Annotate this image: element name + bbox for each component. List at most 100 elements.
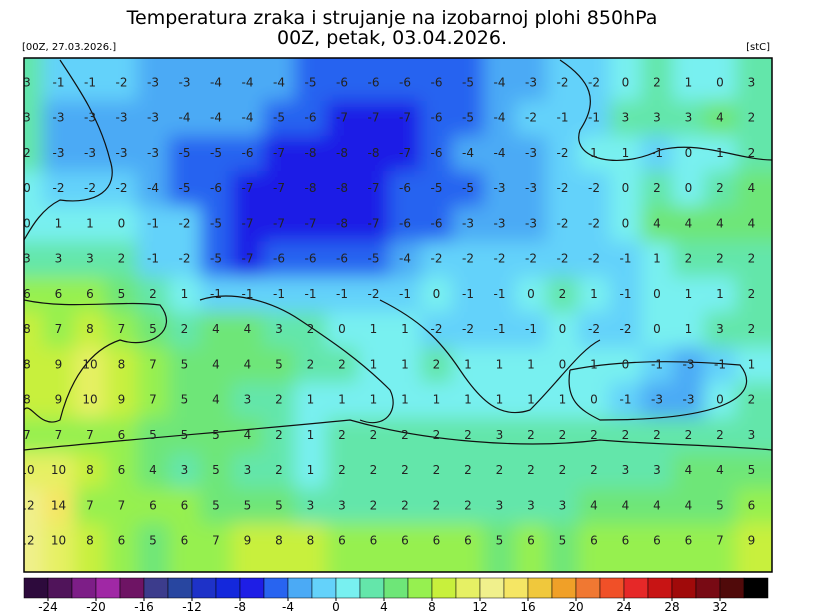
field-cell [263, 347, 296, 384]
field-cell [137, 135, 170, 173]
field-value: -2 [557, 252, 569, 266]
field-value: 1 [181, 287, 189, 301]
colorbar-tick-label: -20 [86, 600, 106, 614]
field-cell [137, 241, 170, 278]
field-cell [42, 488, 76, 525]
field-cell [263, 488, 296, 525]
field-cell [231, 312, 265, 349]
field-cell [546, 206, 580, 243]
field-cell [231, 206, 265, 243]
field-cell [483, 171, 517, 208]
field-cell [735, 523, 772, 572]
field-cell [168, 347, 202, 384]
field-cell [24, 241, 44, 278]
colorbar-swatch [23, 577, 49, 599]
field-cell [515, 58, 548, 102]
field-value: 3 [622, 111, 630, 125]
field-value: 2 [748, 287, 756, 301]
field-cell [672, 135, 706, 173]
field-value: 10 [51, 463, 66, 477]
field-cell [137, 206, 170, 243]
field-value: 2 [275, 428, 283, 442]
field-value: 1 [464, 393, 472, 407]
field-cell [357, 488, 391, 525]
field-value: 6 [685, 534, 693, 548]
field-cell [483, 100, 517, 137]
field-cell [42, 100, 76, 137]
colorbar-swatch [239, 577, 265, 599]
field-cell [231, 276, 265, 313]
field-cell [263, 58, 296, 102]
field-value: 2 [653, 428, 661, 442]
field-value: -4 [210, 111, 222, 125]
field-value: 0 [23, 216, 31, 230]
field-cell [452, 171, 485, 208]
field-cell [420, 276, 454, 313]
field-value: 0 [590, 393, 598, 407]
field-cell [641, 347, 674, 384]
field-value: 7 [716, 534, 724, 548]
field-cell [389, 417, 422, 454]
colorbar-swatch [407, 577, 433, 599]
field-cell [74, 206, 107, 243]
field-value: 5 [559, 534, 567, 548]
field-cell [24, 523, 44, 572]
field-cell [42, 452, 76, 490]
field-value: 2 [748, 146, 756, 160]
colorbar-tick-label: 32 [712, 600, 727, 614]
field-value: -2 [53, 181, 65, 195]
field-value: -4 [399, 252, 411, 266]
field-value: 4 [590, 498, 598, 512]
field-value: -3 [53, 146, 65, 160]
field-cell [483, 452, 517, 490]
field-value: 3 [275, 322, 283, 336]
field-value: -5 [462, 181, 474, 195]
field-value: 2 [716, 252, 724, 266]
field-value: 8 [86, 534, 94, 548]
field-value: 0 [527, 287, 535, 301]
field-value: -2 [462, 252, 474, 266]
field-cell [137, 488, 170, 525]
field-cell [420, 171, 454, 208]
field-value: 10 [82, 393, 97, 407]
field-value: 0 [338, 322, 346, 336]
field-cell [231, 135, 265, 173]
field-cell [357, 382, 391, 419]
field-cell [326, 523, 359, 572]
field-value: 1 [307, 393, 315, 407]
field-cell [735, 206, 772, 243]
field-cell [672, 347, 706, 384]
field-cell [231, 347, 265, 384]
field-cell [578, 417, 611, 454]
field-value: -2 [588, 216, 600, 230]
field-cell [546, 135, 580, 173]
field-cell [326, 276, 359, 313]
field-cell [42, 382, 76, 419]
field-cell [641, 241, 674, 278]
field-cell [326, 171, 359, 208]
field-value: -1 [242, 287, 254, 301]
field-value: 0 [622, 76, 630, 90]
field-value: 9 [118, 393, 126, 407]
field-cell [263, 171, 296, 208]
field-cell [168, 135, 202, 173]
field-cell [263, 382, 296, 419]
colorbar-tick-label: 16 [520, 600, 535, 614]
field-value: 1 [496, 357, 504, 371]
field-cell [42, 58, 76, 102]
field-value: -5 [210, 252, 222, 266]
field-cell [137, 523, 170, 572]
field-value: 5 [275, 498, 283, 512]
field-cell [263, 241, 296, 278]
field-cell [609, 382, 643, 419]
field-value: -8 [336, 181, 348, 195]
field-cell [168, 241, 202, 278]
field-cell [483, 276, 517, 313]
field-cell [641, 206, 674, 243]
field-value: -1 [399, 287, 411, 301]
field-cells [24, 58, 772, 572]
field-value: 2 [433, 463, 441, 477]
field-cell [420, 206, 454, 243]
field-value: 7 [23, 428, 31, 442]
